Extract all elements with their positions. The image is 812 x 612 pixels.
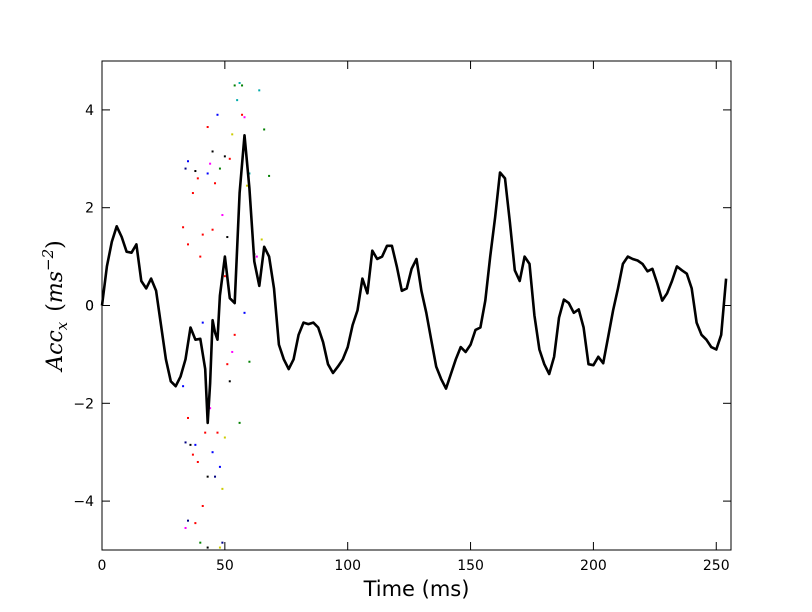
scatter-point-1	[184, 167, 187, 170]
scatter-point-41	[191, 453, 194, 456]
scatter-point-38	[184, 441, 187, 444]
scatter-point-18	[223, 155, 226, 158]
y-label-base: Acc	[43, 330, 68, 373]
scatter-point-46	[204, 431, 207, 434]
scatter-point-64	[194, 522, 197, 525]
scatter-layer	[182, 82, 271, 549]
scatter-point-66	[199, 541, 202, 544]
scatter-point-40	[189, 443, 192, 446]
scatter-point-42	[194, 443, 197, 446]
y-label-sub: x	[53, 321, 71, 330]
scatter-point-45	[201, 321, 204, 324]
y-tick-label: 0	[85, 299, 94, 315]
scatter-point-51	[216, 431, 219, 434]
scatter-point-57	[231, 350, 234, 353]
scatter-point-6	[196, 177, 199, 180]
scatter-point-62	[186, 519, 189, 522]
scatter-point-20	[226, 236, 229, 239]
scatter-point-27	[241, 113, 244, 116]
y-label-unit: ms	[43, 271, 68, 303]
scatter-point-24	[236, 99, 239, 102]
scatter-point-36	[268, 174, 271, 177]
scatter-point-63	[184, 526, 187, 529]
y-tick-label: −4	[73, 494, 94, 510]
scatter-point-0	[182, 226, 185, 229]
scatter-point-9	[206, 126, 209, 129]
line-layer	[100, 134, 728, 425]
scatter-point-50	[214, 475, 217, 478]
scatter-point-65	[201, 504, 204, 507]
x-axis-label: Time (ms)	[363, 577, 470, 601]
scatter-point-21	[228, 157, 231, 160]
scatter-point-53	[221, 487, 224, 490]
scatter-point-48	[209, 407, 212, 410]
scatter-point-54	[223, 436, 226, 439]
scatter-point-30	[248, 172, 251, 175]
scatter-point-11	[209, 162, 212, 165]
x-tick-label: 100	[334, 558, 361, 574]
scatter-point-25	[238, 82, 241, 85]
scatter-point-3	[186, 243, 189, 246]
scatter-point-37	[182, 385, 185, 388]
scatter-point-52	[218, 465, 221, 468]
scatter-point-39	[186, 416, 189, 419]
y-tick-label: 0	[85, 299, 94, 315]
scatter-point-26	[241, 84, 244, 87]
scatter-point-33	[258, 89, 261, 92]
scatter-point-32	[255, 255, 258, 258]
scatter-point-59	[238, 421, 241, 424]
scatter-point-5	[194, 170, 197, 173]
y-label-exponent: −2	[39, 249, 57, 271]
scatter-point-12	[211, 150, 214, 153]
scatter-point-8	[201, 233, 204, 236]
x-tick-label: 0	[98, 558, 107, 574]
scatter-point-34	[260, 238, 263, 241]
scatter-point-55	[226, 363, 229, 366]
scatter-point-60	[243, 311, 246, 314]
x-tick-label: 50	[216, 558, 234, 574]
scatter-point-13	[211, 228, 214, 231]
scatter-point-35	[263, 128, 266, 131]
scatter-point-58	[233, 333, 236, 336]
scatter-point-16	[218, 167, 221, 170]
scatter-point-61	[248, 360, 251, 363]
scatter-point-67	[206, 546, 209, 549]
y-tick-label: 2	[85, 201, 94, 217]
y-axis-label: Accx (ms−2)	[39, 240, 71, 372]
scatter-point-22	[231, 133, 234, 136]
scatter-point-29	[245, 184, 248, 187]
x-tick-label: 200	[580, 558, 607, 574]
x-tick-label: 150	[457, 558, 484, 574]
scatter-point-47	[206, 475, 209, 478]
series-line-0	[100, 134, 728, 425]
y-label-open: (	[43, 303, 68, 312]
scatter-point-10	[206, 172, 209, 175]
scatter-point-7	[199, 255, 202, 258]
scatter-point-2	[186, 160, 189, 163]
y-tick-label: 4	[85, 103, 94, 119]
scatter-point-14	[214, 182, 217, 185]
scatter-point-69	[221, 541, 224, 544]
scatter-point-19	[223, 275, 226, 278]
scatter-point-43	[196, 460, 199, 463]
scatter-point-23	[233, 84, 236, 87]
y-label-close: )	[43, 240, 68, 249]
x-tick-label: 250	[703, 558, 730, 574]
scatter-point-17	[221, 214, 224, 217]
scatter-point-49	[211, 451, 214, 454]
y-tick-label: −2	[73, 396, 94, 412]
scatter-point-56	[228, 380, 231, 383]
scatter-point-4	[191, 192, 194, 195]
scatter-point-68	[218, 546, 221, 549]
scatter-point-28	[243, 116, 246, 119]
scatter-point-15	[216, 113, 219, 116]
